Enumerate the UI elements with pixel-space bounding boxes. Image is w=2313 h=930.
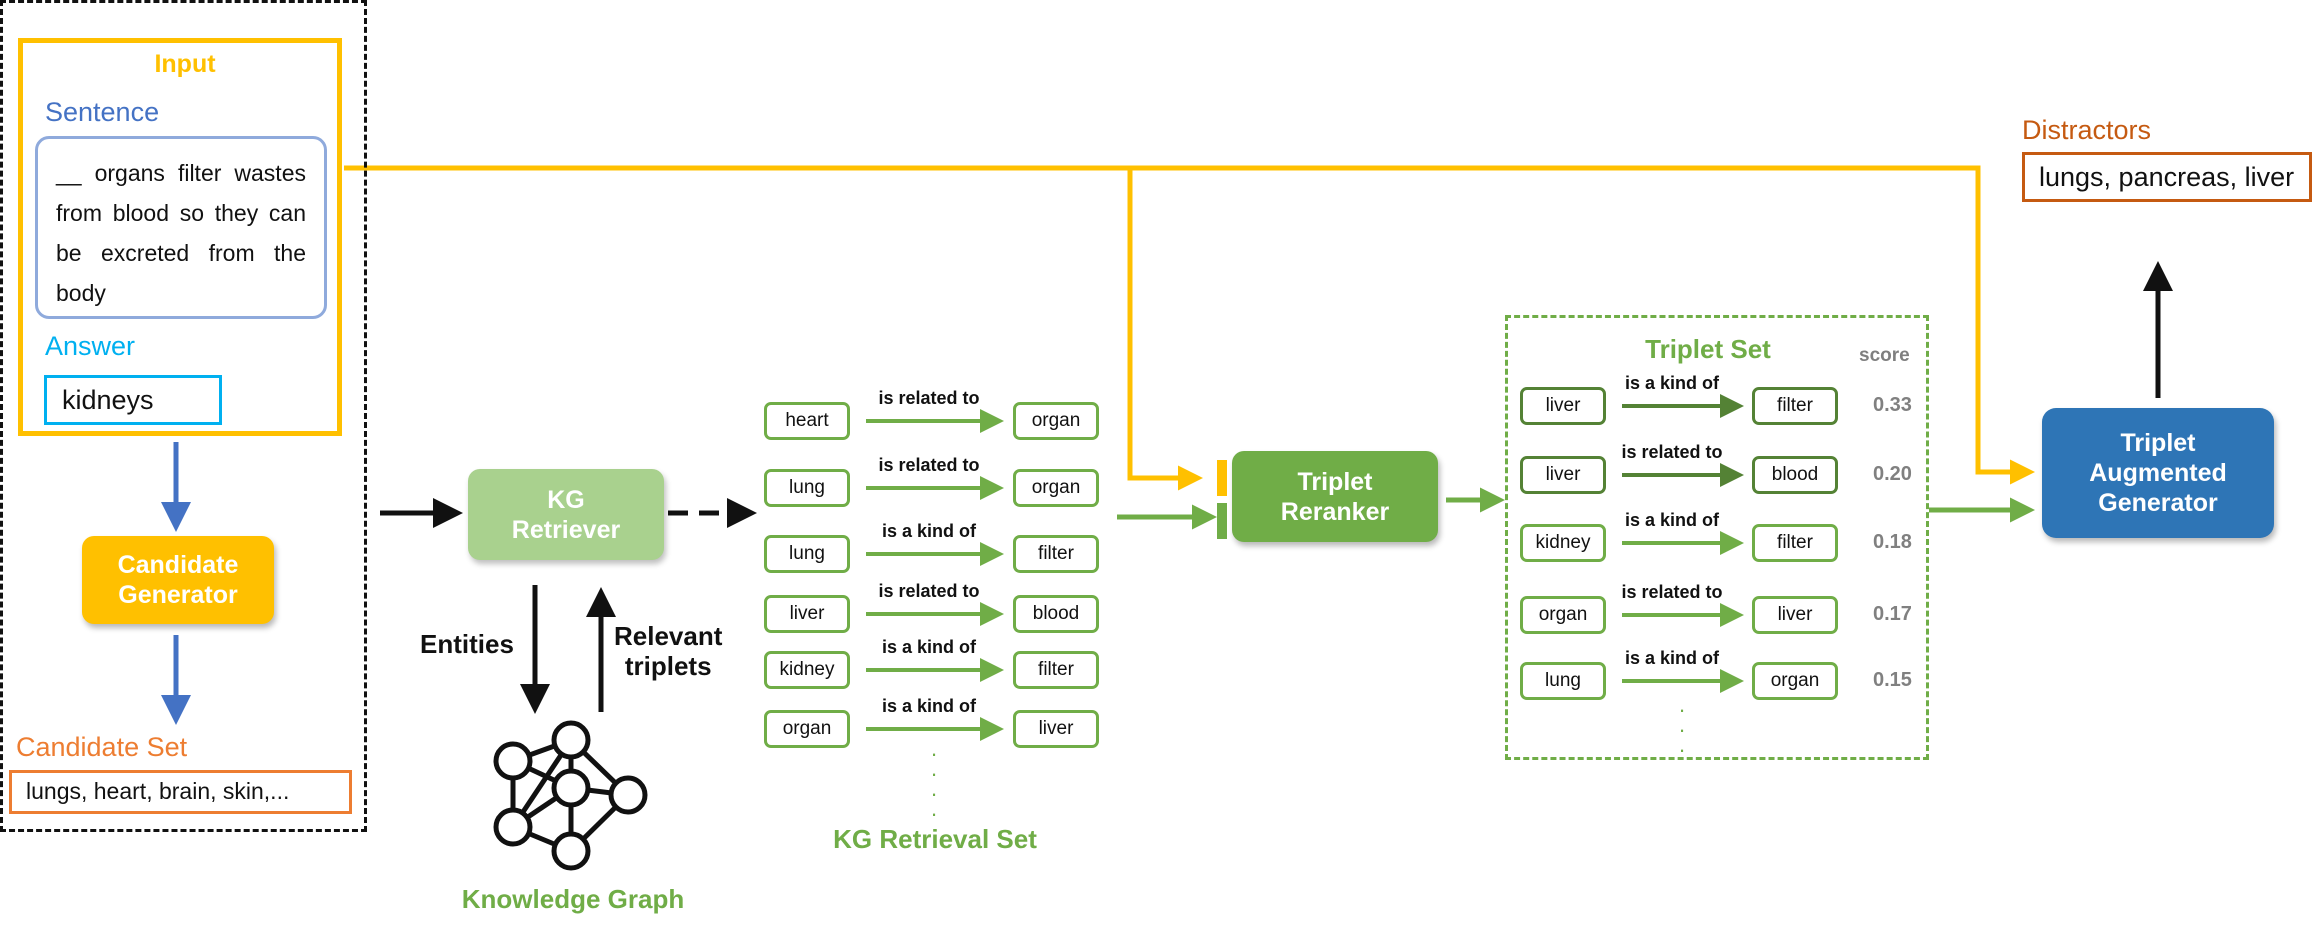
reranker-line2: Reranker [1280, 497, 1390, 526]
triplet-relation-label: is related to [1621, 442, 1723, 462]
retrieval-relation-label: is a kind of [881, 521, 977, 541]
input-to-reranker-connector [1127, 168, 1203, 491]
relevant-triplets-line2: triplets [624, 651, 712, 681]
reranker-input-port-green [1217, 503, 1227, 539]
score-header: score [1859, 345, 1910, 366]
answer-label: Answer [45, 331, 136, 361]
distractors-value: lungs, pancreas, liver [2022, 152, 2312, 202]
retrieval-tail-entity: organ [1013, 469, 1099, 507]
triplet-relation-label: is a kind of [1624, 373, 1720, 393]
triplet-tail-entity: filter [1752, 387, 1838, 425]
retrieval-relation-label: is related to [878, 388, 980, 408]
triplet-score: 0.20 [1873, 463, 1912, 485]
candidate-generator-line2: Generator [118, 581, 238, 609]
retrieval-tail-entity: filter [1013, 651, 1099, 689]
triplet-tail-entity: liver [1752, 596, 1838, 634]
relevant-triplets-label: Relevant triplets [614, 621, 722, 681]
triplet-set-relation-arrows [1622, 394, 1744, 693]
triplet-reranker-node: Triplet Reranker [1232, 451, 1438, 542]
triplet-score: 0.15 [1873, 669, 1912, 691]
input-title: Input [154, 50, 216, 78]
candidate-generator-node: Candidate Generator [82, 536, 274, 624]
retrieval-tail-entity: organ [1013, 402, 1099, 440]
kg-retrieval-set-label: KG Retrieval Set [833, 824, 1037, 854]
retrieval-tail-entity: filter [1013, 535, 1099, 573]
triplet-tail-entity: organ [1752, 662, 1838, 700]
distractors-label: Distractors [2022, 115, 2152, 145]
retrieval-relation-arrows [866, 409, 1004, 741]
triplet-score: 0.18 [1873, 531, 1912, 553]
sentence-text: __ organs filter wastes from blood so th… [35, 136, 327, 319]
knowledge-graph-icon [493, 720, 648, 871]
retrieval-head-entity: heart [764, 402, 850, 440]
retrieval-tail-entity: liver [1013, 710, 1099, 748]
input-panel [0, 0, 367, 832]
generator-line2: Augmented [2089, 459, 2227, 487]
retrieval-head-entity: liver [764, 595, 850, 633]
candidate-generator-line1: Candidate [117, 551, 239, 579]
triplet-augmented-generator-node: Triplet Augmented Generator [2042, 408, 2274, 538]
reranker-input-port-yellow [1217, 460, 1227, 496]
triplet-relation-label: is a kind of [1624, 510, 1720, 530]
triplet-head-entity: lung [1520, 662, 1606, 700]
triplet-tail-entity: filter [1752, 524, 1838, 562]
kg-retriever-line1: KG [547, 485, 585, 514]
retrieval-ellipsis: · · · · [930, 741, 938, 826]
candidate-set-label: Candidate Set [16, 732, 188, 762]
triplet-relation-label: is related to [1621, 582, 1723, 602]
entities-label: Entities [420, 629, 514, 659]
input-to-generator-connector [344, 165, 2035, 485]
triplet-set-box [1505, 315, 1929, 760]
sentence-label: Sentence [45, 97, 160, 127]
answer-value: kidneys [44, 375, 222, 425]
retrieval-relation-label: is related to [878, 455, 980, 475]
relevant-triplets-line1: Relevant [614, 621, 723, 651]
triplet-tail-entity: blood [1752, 456, 1838, 494]
triplet-score: 0.17 [1873, 603, 1912, 625]
triplet-set-ellipsis: · · · [1678, 697, 1686, 762]
knowledge-graph-label: Knowledge Graph [461, 884, 685, 914]
retrieval-head-entity: organ [764, 710, 850, 748]
retrieval-head-entity: kidney [764, 651, 850, 689]
retrieval-tail-entity: blood [1013, 595, 1099, 633]
triplet-set-title: Triplet Set [1645, 334, 1771, 364]
triplet-head-entity: liver [1520, 387, 1606, 425]
kg-retriever-node: KG Retriever [468, 469, 664, 560]
triplet-head-entity: liver [1520, 456, 1606, 494]
retrieval-relation-label: is a kind of [881, 696, 977, 716]
retrieval-head-entity: lung [764, 469, 850, 507]
reranker-line1: Triplet [1297, 467, 1373, 496]
triplet-head-entity: kidney [1520, 524, 1606, 562]
candidate-set-value: lungs, heart, brain, skin,... [9, 770, 352, 814]
generator-line1: Triplet [2120, 429, 2196, 457]
input-box: Input Sentence __ organs filter wastes f… [18, 38, 342, 436]
retrieval-head-entity: lung [764, 535, 850, 573]
kg-retriever-line2: Retriever [511, 515, 621, 544]
retrieval-relation-label: is a kind of [881, 637, 977, 657]
generator-line3: Generator [2098, 489, 2218, 517]
triplet-head-entity: organ [1520, 596, 1606, 634]
triplet-score: 0.33 [1873, 394, 1912, 416]
triplet-relation-label: is a kind of [1624, 648, 1720, 668]
retrieval-relation-label: is related to [878, 581, 980, 601]
